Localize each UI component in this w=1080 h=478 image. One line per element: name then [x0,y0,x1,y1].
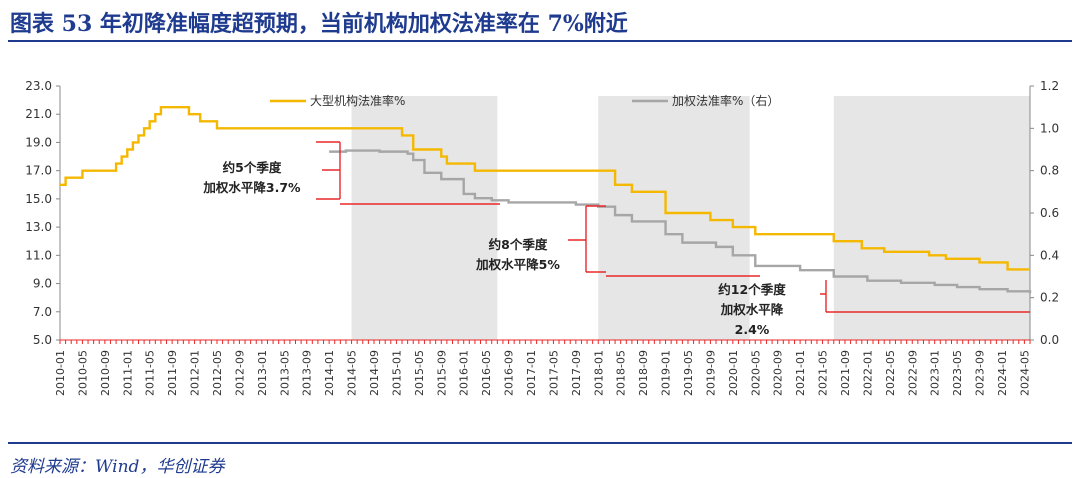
x-tick-label: 2015-01 [390,350,403,396]
x-tick-label: 2021-09 [839,350,852,396]
series-line-2 [329,149,1032,294]
x-tick-label: 2019-09 [704,350,717,396]
y-left-tick-label: 5.0 [33,333,52,347]
x-tick-label: 2013-05 [278,350,291,396]
y-left-tick-label: 9.0 [33,277,52,291]
annotation-3-line-1: 约12个季度 [718,282,786,297]
x-tick-label: 2022-05 [884,350,897,396]
x-tick-label: 2023-09 [974,350,987,396]
x-tick-label: 2022-01 [861,350,874,396]
y-left-tick-label: 21.0 [25,107,52,121]
x-tick-label: 2011-05 [144,350,157,396]
x-tick-label: 2016-09 [503,350,516,396]
x-tick-label: 2019-01 [660,350,673,396]
x-tick-label: 2020-05 [749,350,762,396]
x-tick-label: 2024-05 [1018,350,1031,396]
y-right-tick-label: 0.2 [1040,291,1059,305]
y-right-tick-label: 1.0 [1040,121,1059,135]
x-tick-label: 2014-01 [323,350,336,396]
title-bar: 图表 53 年初降准幅度超预期，当前机构加权法准率在 7%附近 [0,0,1080,44]
annotation-bracket-2 [568,205,760,277]
x-tick-label: 2011-01 [121,350,134,396]
y-right-tick-label: 0.8 [1040,164,1059,178]
annotation-2-line-2: 加权水平降5% [475,257,560,272]
x-tick-label: 2020-01 [727,350,740,396]
y-left-tick-label: 7.0 [33,305,52,319]
x-tick-label: 2010-05 [76,350,89,396]
x-tick-label: 2023-01 [929,350,942,396]
y-right-tick-label: 1.2 [1040,79,1059,93]
y-right-tick-label: 0.4 [1040,248,1059,262]
x-tick-label: 2010-01 [54,350,67,396]
series-line-1 [60,105,1030,271]
x-tick-label: 2017-09 [570,350,583,396]
x-tick-label: 2022-09 [906,350,919,396]
annotation-2-line-1: 约8个季度 [489,237,548,252]
chart-area: 5.0 7.0 9.0 11.0 13.0 15.0 17.0 19.0 21.0 23.0 0.0… [0,44,1080,440]
annotation-3-line-2: 加权水平降 [720,302,784,317]
x-tick-label: 2010-09 [99,350,112,396]
x-tick-label: 2018-09 [637,350,650,396]
source-rule [8,442,1072,444]
x-tick-label: 2024-01 [996,350,1009,396]
y-left-tick-label: 17.0 [25,164,52,178]
x-tick-label: 2012-01 [189,350,202,396]
x-tick-label: 2011-09 [166,350,179,396]
x-tick-label: 2017-01 [525,350,538,396]
x-tick-label: 2012-09 [233,350,246,396]
x-tick-label: 2013-09 [301,350,314,396]
legend-label-1: 大型机构法准率% [310,93,405,108]
x-tick-label: 2014-09 [368,350,381,396]
annotation-bracket-1 [316,141,500,205]
source-note: 资料来源：Wind，华创证券 [10,457,225,477]
annotation-bracket-3 [820,280,1030,313]
x-tick-label: 2021-01 [794,350,807,396]
x-tick-label: 2018-01 [592,350,605,396]
annotation-1-line-1: 约5个季度 [223,160,282,175]
x-tick-label: 2018-05 [615,350,628,396]
x-tick-label: 2017-05 [547,350,560,396]
legend-label-2: 加权法准率%（右） [672,93,779,108]
y-left-tick-label: 23.0 [25,79,52,93]
shaded-period-1 [351,96,498,340]
x-tick-label: 2021-05 [817,350,830,396]
x-tick-label: 2016-05 [480,350,493,396]
x-tick-label: 2015-09 [435,350,448,396]
x-tick-label: 2019-05 [682,350,695,396]
x-tick-label: 2012-05 [211,350,224,396]
shaded-period-3 [833,96,1030,340]
y-left-tick-label: 15.0 [25,192,52,206]
y-left-tick-label: 19.0 [25,135,52,149]
y-right-tick-label: 0.0 [1040,333,1059,347]
annotation-3-line-3: 2.4% [735,322,770,337]
x-tick-label: 2020-09 [772,350,785,396]
annotation-1-line-2: 加权水平降3.7% [202,180,301,195]
title-rule [8,40,1072,42]
shaded-period-2 [598,96,750,340]
x-tick-label: 2016-01 [458,350,471,396]
reserve-ratio-chart: 5.0 7.0 9.0 11.0 13.0 15.0 17.0 19.0 21.0 23.0 0.0… [25,79,1059,396]
figure-title: 图表 53 年初降准幅度超预期，当前机构加权法准率在 7%附近 [10,11,628,37]
x-tick-label: 2023-05 [951,350,964,396]
y-right-tick-label: 0.6 [1040,206,1059,220]
y-left-tick-label: 11.0 [25,248,52,262]
x-tick-label: 2014-05 [346,350,359,396]
x-tick-label: 2015-05 [413,350,426,396]
y-left-tick-label: 13.0 [25,220,52,234]
x-tick-label: 2013-01 [256,350,269,396]
